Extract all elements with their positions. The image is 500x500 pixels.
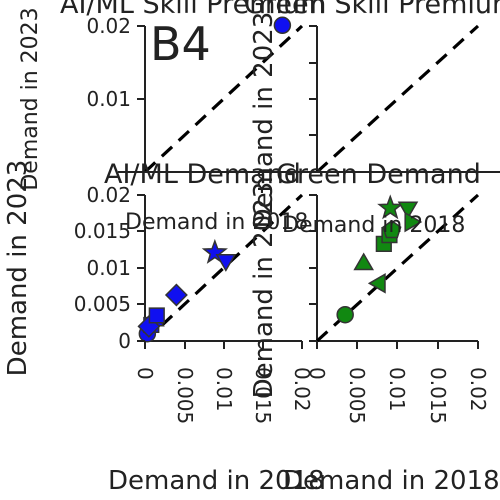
panel-green-skill-premium: Green Skill Premium Demand in 2023 — [244, 0, 500, 228]
y-tick-label: 0.02 — [86, 14, 131, 38]
data-point-circle — [273, 16, 292, 35]
identity-line — [315, 24, 480, 174]
series-points — [273, 16, 292, 35]
x-tick-label: 0.02 — [466, 367, 490, 412]
data-point-circle — [336, 305, 354, 324]
panel-ai-ml-demand: 0.02 0.015 0.01 0.005 0 0 0.005 0.01 0.0… — [3, 159, 325, 496]
y-axis-label: Demand in 2023 — [3, 160, 33, 377]
data-point-pentagon — [382, 219, 402, 239]
data-point-triangle-left — [367, 273, 386, 294]
data-point-diamond — [164, 283, 188, 307]
x-tick-label: 0.01 — [212, 367, 236, 412]
data-point-square — [148, 307, 165, 324]
x-axis-label-top-overlap: Demand in 2018 — [125, 210, 308, 235]
x-tick-label: 0.02 — [290, 367, 314, 412]
x-tick-label: 0.005 — [345, 367, 369, 424]
y-tick-label: 0.005 — [74, 292, 131, 316]
y-tick-label: 0.02 — [86, 183, 131, 207]
chart-title: Green Demand — [276, 159, 481, 190]
y-axis-label: Demand in 2023 — [18, 7, 43, 190]
x-axis-label-top-overlap: Demand in 2018 — [282, 213, 465, 238]
x-tick-label: 0.005 — [173, 367, 197, 424]
panel-label: B4 — [150, 17, 211, 71]
series-points — [137, 238, 237, 343]
panel-ai-ml-skill-premium: 0.02 0.01 AI/ML Skill Premium Demand in … — [18, 0, 326, 191]
y-axis-label: Demand in 2023 — [249, 12, 279, 229]
data-point-star — [201, 238, 228, 264]
y-axis-label: Demand in 2023 — [249, 182, 279, 399]
x-tick-label: 0.015 — [251, 367, 275, 424]
x-tick-label: 0.015 — [426, 367, 450, 424]
data-point-triangle-down — [215, 254, 237, 272]
y-tick-label: 0 — [118, 329, 131, 353]
y-tick-label: 0.015 — [74, 219, 131, 243]
x-tick-label: 0 — [133, 367, 157, 380]
panel-green-demand: 0 0.005 0.01 0.015 0.02 Green Demand Dem… — [249, 159, 500, 496]
x-axis-label: Demand in 2018 — [108, 466, 325, 496]
series-points — [336, 194, 423, 324]
x-tick-label: 0.01 — [385, 367, 409, 412]
x-axis-label: Demand in 2018 — [283, 466, 500, 496]
data-point-triangle-right — [404, 211, 423, 233]
chart-title: Green Skill Premium — [244, 0, 500, 20]
identity-line — [143, 193, 304, 343]
y-tick-label: 0.01 — [86, 87, 131, 111]
chart-title: AI/ML Demand — [104, 159, 301, 190]
identity-line — [143, 24, 304, 174]
data-point-star — [377, 194, 404, 220]
data-point-triangle-up — [353, 252, 374, 271]
y-tick-label: 0.01 — [86, 256, 131, 280]
x-tick-label: 0 — [305, 367, 329, 380]
data-point-triangle-down — [397, 201, 419, 220]
chart-title: AI/ML Skill Premium — [60, 0, 326, 20]
